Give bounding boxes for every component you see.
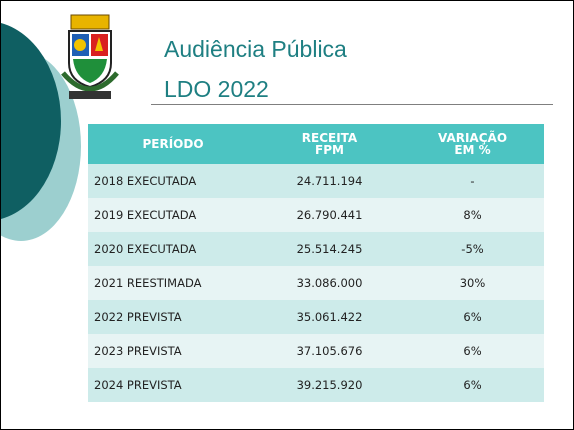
table-body: 2018 EXECUTADA 24.711.194-2019 EXECUTADA 2…	[88, 164, 544, 402]
title-line: Audiência Pública	[164, 36, 347, 62]
table-cell: 35.061.422	[258, 300, 401, 334]
table-cell: 39.215.920	[258, 368, 401, 402]
table-row: 2019 EXECUTADA 26.790.441 8%	[88, 198, 544, 232]
table-row: 2022 PREVISTA 35.061.422 6%	[88, 300, 544, 334]
header-cell: RECEITA FPM	[258, 124, 401, 164]
table-cell: 2019 EXECUTADA	[88, 198, 258, 232]
table-cell: 2024 PREVISTA	[88, 368, 258, 402]
table-row: 2018 EXECUTADA 24.711.194-	[88, 164, 544, 198]
table-cell: -5%	[401, 232, 544, 266]
header-text: VARIAÇÃO EM %	[437, 131, 508, 157]
header-cell: VARIAÇÃO EM %	[401, 124, 544, 164]
table-cell: 2023 PREVISTA	[88, 334, 258, 368]
title-line: LDO 2022	[164, 76, 269, 102]
title-rule	[151, 104, 553, 105]
table-cell: 33.086.000	[258, 266, 401, 300]
header-row: PERÍODO RECEITA FPM VARIAÇÃO EM %	[88, 124, 544, 164]
table-row: 2021 REESTIMADA 33.086.000 30%	[88, 266, 544, 300]
table-cell: 2020 EXECUTADA	[88, 232, 258, 266]
table-cell: 6%	[401, 334, 544, 368]
table-cell: 26.790.441	[258, 198, 401, 232]
data-table: PERÍODO RECEITA FPM VARIAÇÃO EM % 2018 EXE…	[88, 124, 544, 402]
table-row: 2024 PREVISTA 39.215.920 6%	[88, 368, 544, 402]
table-cell: 6%	[401, 368, 544, 402]
table-cell: 6%	[401, 300, 544, 334]
table-cell: -	[401, 164, 544, 198]
crest	[61, 14, 119, 99]
header-text: PERÍODO	[142, 137, 204, 151]
table-cell: 30%	[401, 266, 544, 300]
table-cell: 2021 REESTIMADA	[88, 266, 258, 300]
table-cell: 8%	[401, 198, 544, 232]
table-row: 2023 PREVISTA 37.105.676 6%	[88, 334, 544, 368]
title: Audiência Pública LDO 2022	[164, 29, 347, 109]
table-cell: 24.711.194	[258, 164, 401, 198]
table-cell: 2022 PREVISTA	[88, 300, 258, 334]
table-cell: 37.105.676	[258, 334, 401, 368]
header-text: RECEITA FPM	[301, 131, 358, 157]
table-row: 2020 EXECUTADA 25.514.245 -5%	[88, 232, 544, 266]
header-cell: PERÍODO	[88, 124, 258, 164]
table-cell: 2018 EXECUTADA	[88, 164, 258, 198]
table-cell: 25.514.245	[258, 232, 401, 266]
